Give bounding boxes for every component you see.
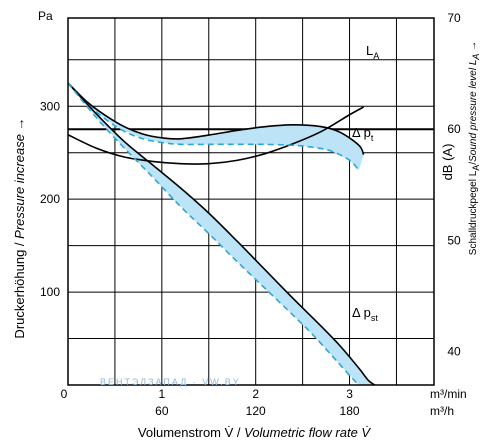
y-right-axis-title: Schalldruckpegel LA/Sound pressure level… [468,41,481,255]
y-right-title-de: Schalldruckpegel L [468,170,479,255]
y-tick-label: 200 [40,192,60,206]
curve-label-subscript: A [373,51,379,61]
curve-labels: LAΔ ptΔ pst [352,43,379,323]
curve-label-A: LA [366,43,379,61]
tolerance-band [68,83,364,171]
y-right-tick-label: 40 [447,345,461,359]
x-unit-m3h: m³/h [430,404,454,418]
curve-label-subscript: t [371,133,374,143]
curve-label-subscript: st [371,313,379,323]
series-line-st-solid [67,82,376,386]
x-tick-label-m3min: 2 [252,387,259,401]
x-tick-label-m3h: 180 [340,404,360,418]
x-tick-label-m3h: 60 [155,404,169,418]
x-tick-label-m3min: 1 [159,387,166,401]
x-axis-title-en: Volumetric flow rate V̇ [244,425,371,440]
y-right-tick-label: 70 [447,11,461,25]
x-tick-label-m3min: 3 [346,387,353,401]
y-right-title-arrow: → [468,41,479,54]
y-right-title-sub2: A [471,54,481,61]
watermark: ВЕНТЭЛЗАПАД · VW.BY [100,377,241,387]
x-unit-m3min: m³/min [430,387,467,401]
x-axis-title-de: Volumenstrom V̇ / [138,425,244,440]
y-axis-title: Druckerhöhung / Pressure increase → [12,117,27,338]
curves [67,82,376,386]
curve-label-main: Δ p [352,305,371,320]
series-line-t-dashed [67,82,360,171]
y-right-title-sub1: A [471,165,481,171]
tick-labels: 100 200 300 40 50 60 70 0 1 2 3 60 120 180 [40,11,461,418]
curve-label-st: Δ pst [352,305,378,323]
y-right-title-mid: / [468,162,479,165]
grid [68,18,434,385]
series-line-st-dashed [67,82,360,386]
y-right-tick-label: 50 [447,233,461,247]
plot-frame [67,17,435,386]
y-tick-label: 100 [40,285,60,299]
curve-label-main: Δ p [352,125,371,140]
x-axis-title: Volumenstrom V̇ / Volumetric flow rate V… [138,425,371,440]
series-line-A-solid [67,106,365,165]
y-right-axis-label: dB (A) [440,144,455,181]
series-line-t-solid [67,82,365,155]
x-tick-label-m3min: 0 [61,387,68,401]
y-right-tick-label: 60 [447,122,461,136]
curve-label-t: Δ pt [352,125,374,143]
curve-label-main: L [366,43,373,58]
y-axis-title-de: Druckerhöhung / [12,239,27,339]
y-tick-label: 300 [40,99,60,113]
x-tick-label-m3h: 120 [246,404,266,418]
y-axis-title-en: Pressure increase → [12,117,27,238]
y-unit-label: Pa [38,9,53,23]
y-right-title-en: Sound pressure level L [468,60,479,162]
plot-border [67,17,435,386]
